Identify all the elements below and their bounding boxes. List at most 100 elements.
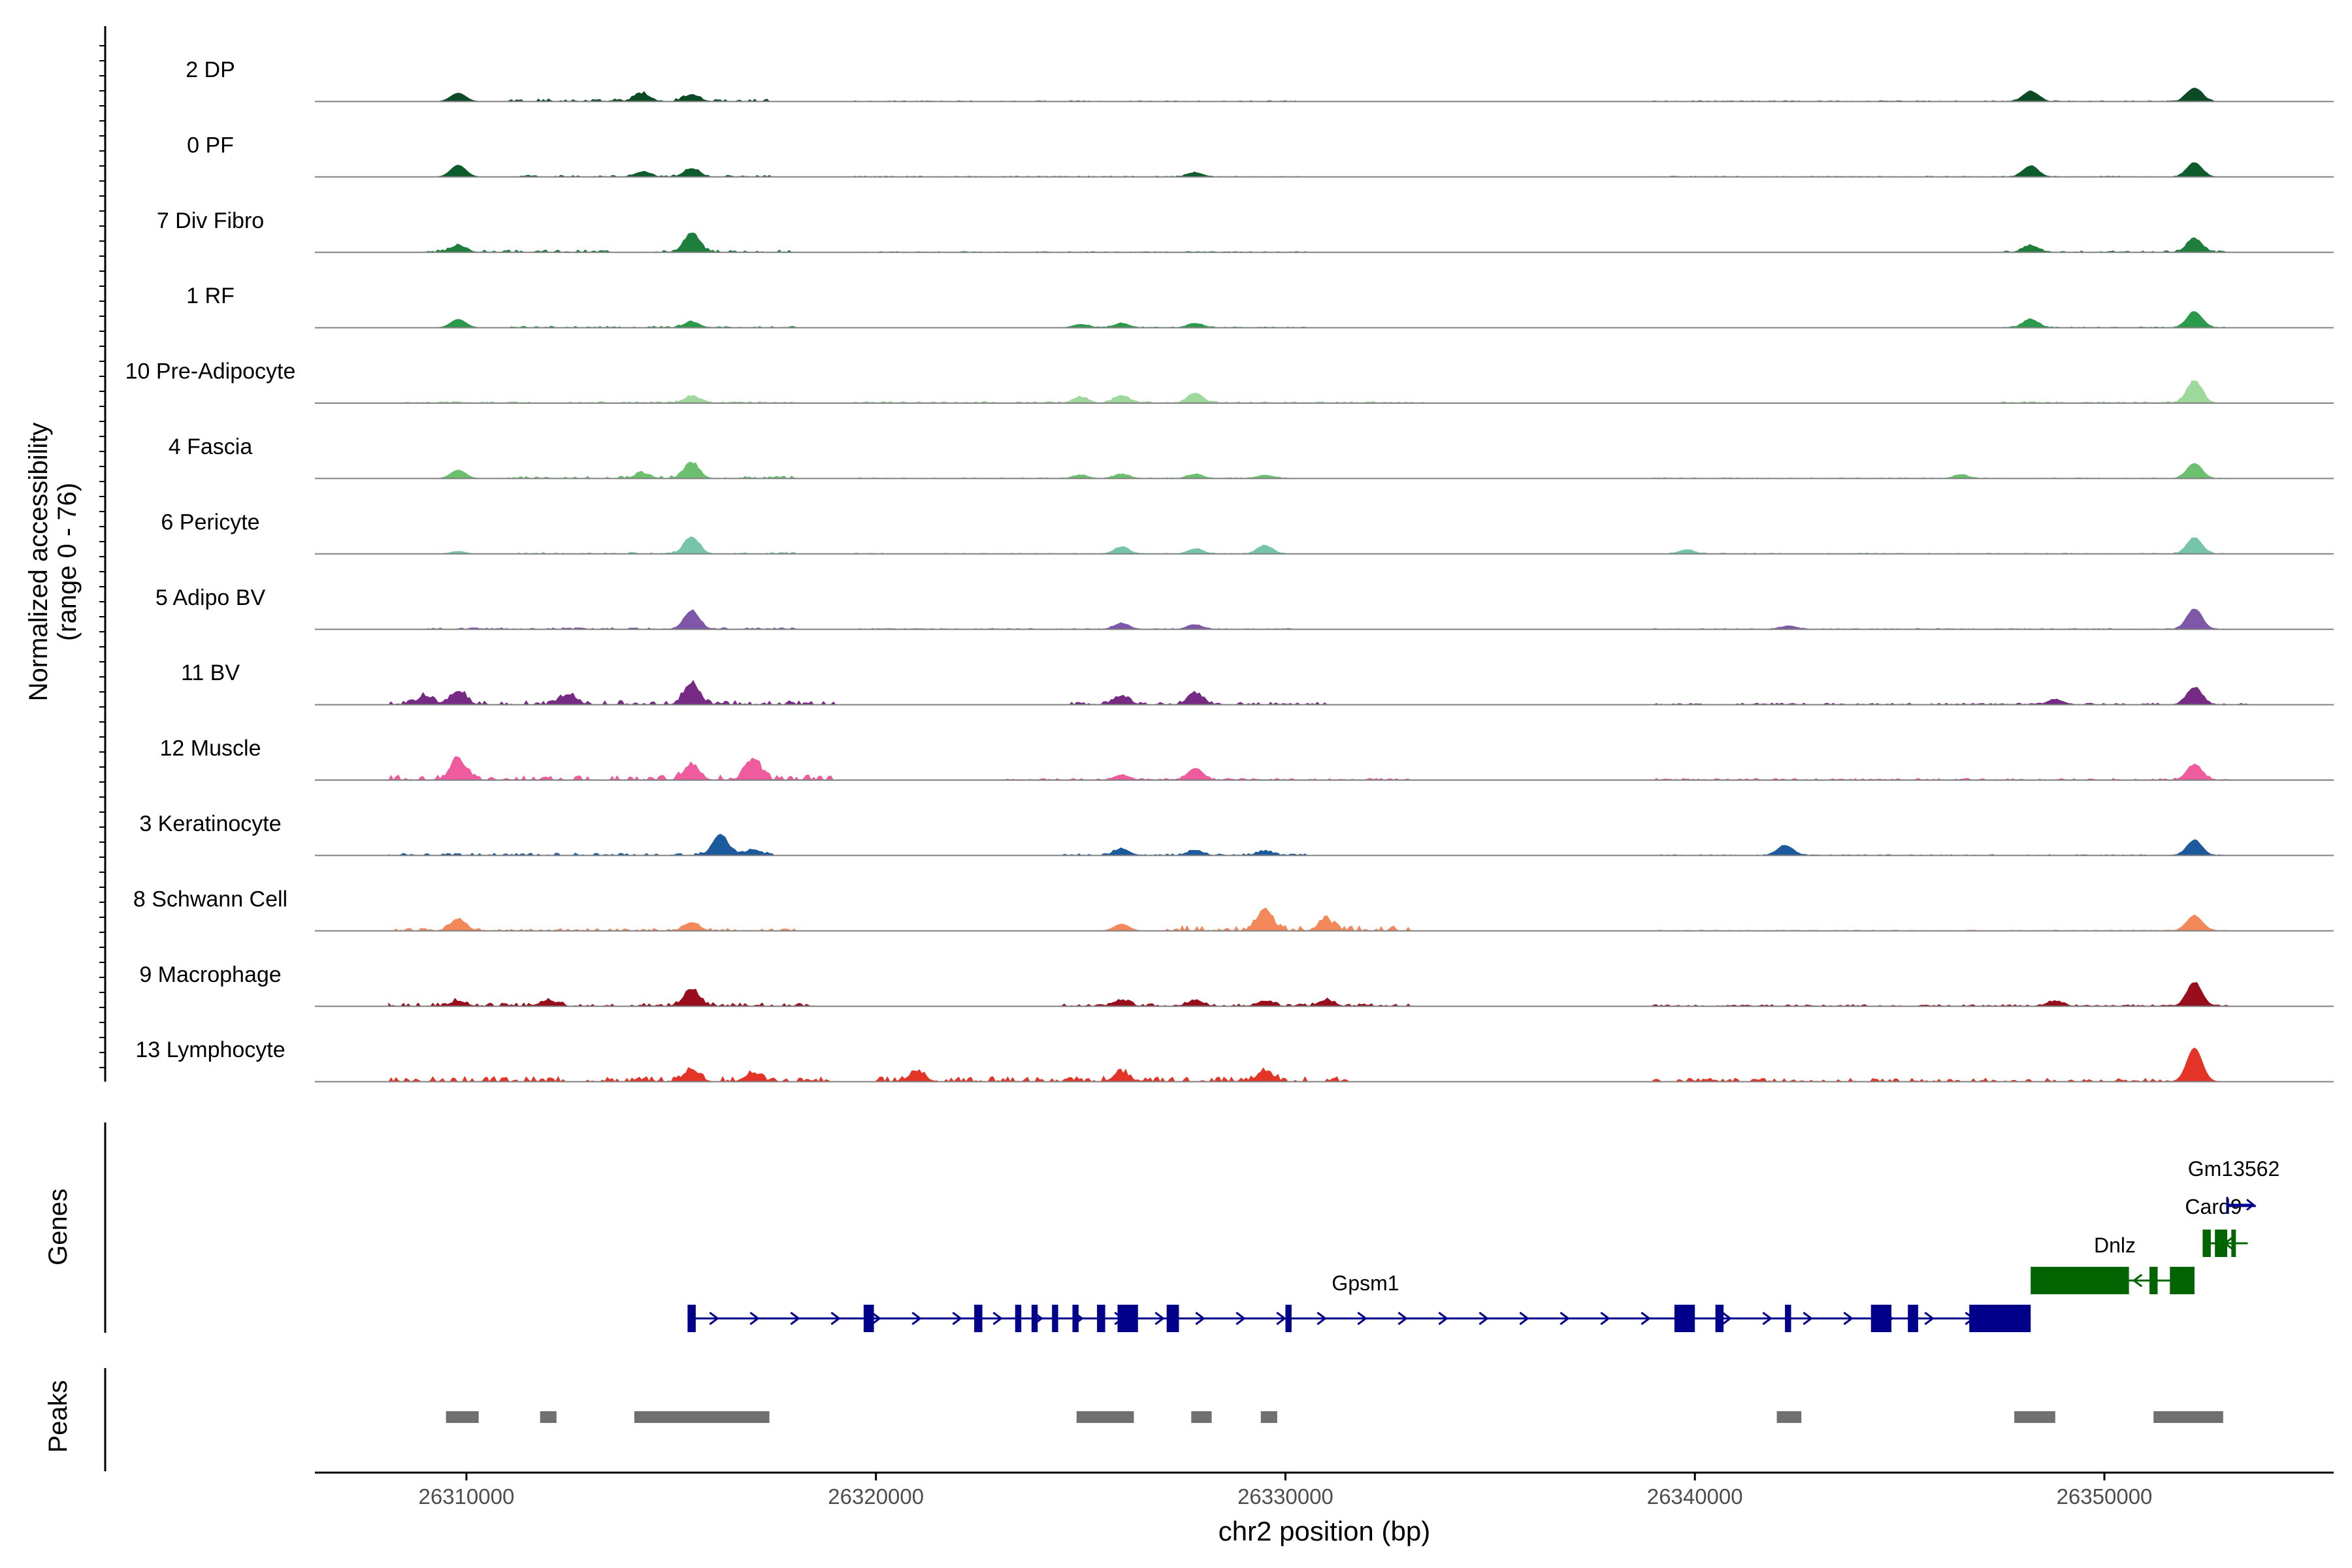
strand-arrow [1438,1311,1448,1326]
strand-arrow [1276,1311,1286,1326]
strand-arrow [1154,1311,1165,1326]
peak-region [1776,1411,1802,1423]
track-label: 0 PF [187,133,234,157]
tss-arrow [2226,1197,2255,1214]
y-axis-label-line2: (range 0 - 76) [53,483,82,641]
gene-model: Card9 [2185,1195,2248,1257]
track: 12 Muscle [160,736,2334,781]
peak-region [2153,1411,2223,1423]
track-label: 10 Pre-Adipocyte [125,359,296,384]
strand-arrow [911,1311,922,1326]
strand-arrow [1924,1311,1935,1326]
gene-exon [687,1305,696,1332]
peak-region [2014,1411,2055,1423]
gene-exon [1785,1305,1791,1332]
track-label: 7 Div Fibro [157,208,264,233]
coverage-area [388,608,2251,630]
strand-arrow [952,1311,962,1326]
gene-exon [1072,1305,1079,1332]
track: 2 DP [186,57,2334,103]
track: 11 BV [181,661,2334,706]
strand-arrow [1722,1311,1732,1326]
gene-exon [1052,1305,1058,1332]
gene-model: Gm13562 [2188,1157,2280,1214]
strand-arrow [1478,1311,1489,1326]
coverage-area [388,162,2251,178]
coverage-area [388,232,2251,253]
peak-region [446,1411,479,1423]
strand-arrow [1600,1311,1610,1326]
coverage-area [388,982,2251,1007]
gene-exon [974,1305,983,1332]
track: 4 Fascia [169,434,2334,480]
track: 10 Pre-Adipocyte [125,359,2334,404]
strand-arrow [1560,1311,1570,1326]
strand-arrow [1843,1311,1854,1326]
track: 3 Keratinocyte [139,811,2334,857]
strand-arrow [1357,1311,1367,1326]
track: 13 Lymphocyte [135,1037,2334,1083]
gene-exon [863,1305,874,1332]
gene-exon [1097,1305,1105,1332]
gene-exon [1969,1305,2031,1332]
track-label: 11 BV [181,661,240,685]
track-label: 9 Macrophage [139,962,281,987]
coverage-area [387,679,2251,706]
track-label: 5 Adipo BV [155,585,266,610]
x-axis-title: chr2 position (bp) [1218,1516,1431,1546]
genes-panel-label: Genes [44,1188,73,1266]
peaks-panel [104,1368,2223,1471]
gene-label: Dnlz [2094,1233,2136,1257]
gene-exon [1031,1305,1038,1332]
strand-arrow [1235,1311,1246,1326]
coverage-area [388,834,2251,857]
track: 0 PF [187,133,2334,178]
coverage-area [388,461,2251,480]
strand-arrow [2132,1273,2143,1288]
gene-exon [2170,1267,2195,1294]
track: 8 Schwann Cell [133,887,2334,932]
track-label: 1 RF [186,284,235,308]
gene-exon [2149,1267,2158,1294]
peak-region [540,1411,557,1423]
gene-exon [1285,1305,1292,1332]
gene-label: Gm13562 [2188,1157,2280,1181]
gene-exon [1908,1305,1918,1332]
gene-exon [2202,1230,2211,1257]
peak-region [1191,1411,1212,1423]
gene-exon [1870,1305,1891,1332]
peaks-panel-label: Peaks [44,1380,73,1452]
track-label: 2 DP [186,57,235,82]
gene-model: Gpsm1 [687,1271,2031,1332]
strand-arrow [1641,1311,1651,1326]
track-label: 8 Schwann Cell [133,887,287,911]
gene-model: Dnlz [2031,1233,2195,1294]
gene-exon [1674,1305,1695,1332]
track: 9 Macrophage [139,962,2334,1007]
strand-arrow [1803,1311,1813,1326]
x-tick-label: 26320000 [828,1484,924,1509]
strand-arrow [1316,1311,1327,1326]
gene-exon [1166,1305,1179,1332]
track-label: 13 Lymphocyte [135,1037,285,1062]
genes-panel: Gpsm1 Dnlz Card9 Gm13562 [104,1122,2280,1333]
strand-arrow [1762,1311,1772,1326]
coverage-area [388,907,2251,932]
track-label: 3 Keratinocyte [139,811,281,836]
gene-exon [1715,1305,1724,1332]
gene-exon [1117,1305,1138,1332]
x-axis: 26310000 26320000 26330000 26340000 26350000 [315,1471,2334,1509]
coverage-area [387,1047,2251,1083]
peak-region [634,1411,770,1423]
gene-exon [2031,1267,2129,1294]
track: 5 Adipo BV [155,585,2334,630]
gene-label: Gpsm1 [1331,1271,1399,1295]
strand-arrow [1397,1311,1408,1326]
track: 6 Pericyte [161,510,2334,555]
coverage-area [388,88,2251,103]
gene-exon [1015,1305,1022,1332]
gene-exon [2231,1230,2236,1257]
peak-region [1076,1411,1134,1423]
accessibility-tracks: 2 DP 0 PF 7 Div Fibro 1 RF 10 Pre-Adipocyte 4… [99,26,2334,1083]
